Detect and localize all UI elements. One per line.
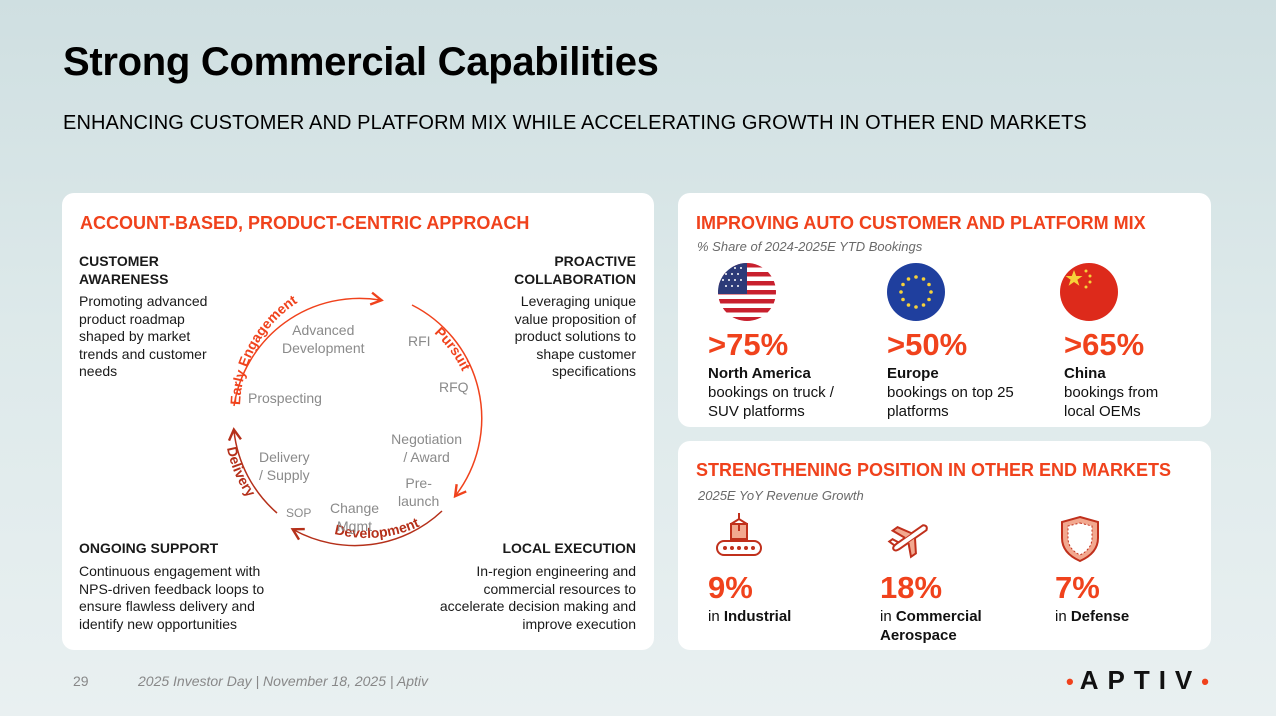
eu-flag-icon <box>887 263 945 321</box>
local-execution-heading: LOCAL EXECUTION <box>502 540 636 556</box>
arc-label-delivery: Delivery <box>224 445 259 500</box>
stage-prospecting: Prospecting <box>248 390 322 406</box>
proactive-collaboration-text: Leveraging unique value proposition of p… <box>514 293 636 379</box>
local-execution-text: In-region engineering and commercial res… <box>439 563 636 632</box>
customer-awareness-text: Promoting advanced product roadmap shape… <box>79 293 208 379</box>
customer-awareness-heading: CUSTOMER AWARENESS <box>79 253 169 287</box>
auto-mix-header: IMPROVING AUTO CUSTOMER AND PLATFORM MIX <box>696 213 1146 233</box>
arc-delivery <box>227 427 278 514</box>
arc-label-pursuit: Pursuit <box>432 324 474 374</box>
proactive-collaboration-heading: PROACTIVE COLLABORATION <box>514 253 636 287</box>
stage-pre-launch: Pre- launch <box>398 475 440 509</box>
end-markets-note: 2025E YoY Revenue Growth <box>698 488 864 503</box>
china-value: >65% <box>1064 327 1145 362</box>
aptiv-logo: •APTIV• <box>1066 665 1215 695</box>
na-desc: bookings on truck / SUV platforms <box>708 384 834 420</box>
arc-development <box>290 510 443 547</box>
china-desc: bookings from local OEMs <box>1064 384 1159 420</box>
aptiv-logo-text: APTIV <box>1079 665 1202 695</box>
industrial-conveyor-icon <box>716 513 762 556</box>
page-subtitle: ENHANCING CUSTOMER AND PLATFORM MIX WHIL… <box>63 112 1087 134</box>
end-markets-header: STRENGTHENING POSITION IN OTHER END MARK… <box>696 460 1172 480</box>
europe-desc: bookings on top 25 platforms <box>887 384 1014 420</box>
auto-mix-note: % Share of 2024-2025E YTD Bookings <box>697 239 923 254</box>
na-region: North America <box>708 365 811 382</box>
stage-sop: SOP <box>286 506 312 520</box>
stage-delivery-supply: Delivery / Supply <box>259 449 310 483</box>
approach-header: ACCOUNT-BASED, PRODUCT-CENTRIC APPROACH <box>80 213 530 233</box>
china-region: China <box>1064 365 1106 382</box>
end-markets-panel: STRENGTHENING POSITION IN OTHER END MARK… <box>678 441 1211 650</box>
approach-panel: ACCOUNT-BASED, PRODUCT-CENTRIC APPROACH … <box>62 193 654 650</box>
stage-change-mgmt: Change Mgmt <box>330 500 380 534</box>
aerospace-value: 18% <box>880 570 943 605</box>
aerospace-label: in Commercial Aerospace <box>880 608 982 644</box>
na-value: >75% <box>708 327 789 362</box>
stage-rfi: RFI <box>408 333 431 349</box>
aerospace-market: Commercial Aerospace <box>880 608 982 644</box>
defense-value: 7% <box>1055 570 1100 605</box>
ongoing-support-text: Continuous engagement with NPS-driven fe… <box>79 563 265 632</box>
na-label: North America bookings on truck / SUV pl… <box>708 364 858 421</box>
us-flag-icon <box>718 263 776 321</box>
page-title: Strong Commercial Capabilities <box>63 40 659 84</box>
china-flag-icon <box>1060 263 1118 321</box>
ongoing-support-heading: ONGOING SUPPORT <box>79 540 219 556</box>
defense-market: Defense <box>1070 608 1130 625</box>
arc-early-engagement <box>233 291 384 407</box>
stage-advanced-development: Advanced Development <box>282 322 365 356</box>
industrial-label: in Industrial <box>708 608 792 625</box>
europe-region: Europe <box>887 365 939 382</box>
industrial-market: Industrial <box>723 608 792 625</box>
auto-mix-panel: IMPROVING AUTO CUSTOMER AND PLATFORM MIX… <box>678 193 1211 427</box>
stage-negotiation-award: Negotiation / Award <box>391 431 462 465</box>
engagement-cycle-diagram: Early Engagement Pursuit Development Del… <box>224 291 483 547</box>
arc-pursuit <box>411 304 483 499</box>
europe-value: >50% <box>887 327 968 362</box>
china-label: China bookings from local OEMs <box>1064 364 1184 421</box>
europe-label: Europe bookings on top 25 platforms <box>887 364 1017 421</box>
industrial-value: 9% <box>708 570 753 605</box>
page-number: 29 <box>73 673 89 689</box>
stage-rfq: RFQ <box>439 379 469 395</box>
footer-text: 2025 Investor Day | November 18, 2025 | … <box>138 673 429 689</box>
airplane-icon <box>887 524 928 559</box>
shield-icon <box>1061 515 1099 563</box>
defense-label: in Defense <box>1055 608 1130 625</box>
